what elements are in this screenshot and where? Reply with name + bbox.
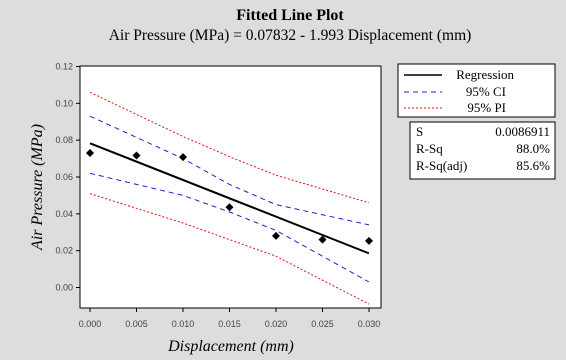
- y-tick-label: 0.00: [55, 283, 73, 293]
- stat-label-rsq: R-Sq: [416, 141, 443, 156]
- x-tick-label: 0.020: [265, 319, 288, 329]
- data-point: [179, 153, 187, 162]
- y-axis-label: Air Pressure (MPa): [29, 124, 46, 251]
- data-point: [132, 151, 141, 160]
- data-point: [225, 203, 234, 212]
- pi-upper-line: [89, 91, 370, 204]
- y-tick-label: 0.06: [55, 172, 73, 182]
- legend-label-regression: Regression: [456, 67, 514, 82]
- x-axis-label: Displacement (mm): [167, 338, 294, 355]
- y-tick-label: 0.10: [55, 98, 73, 108]
- legend-label-ci: 95% CI: [466, 84, 506, 99]
- x-tick-label: 0.025: [311, 319, 334, 329]
- y-tick-label: 0.02: [55, 246, 73, 256]
- legend: Regression 95% CI 95% PI: [397, 63, 556, 118]
- stat-label-s: S: [416, 124, 423, 139]
- x-tick-label: 0.000: [79, 319, 102, 329]
- interval-bands: [89, 91, 370, 305]
- ci-lower-line: [89, 172, 370, 283]
- stats-box: [409, 121, 556, 180]
- ci-upper-line: [89, 115, 370, 226]
- y-tick-label: 0.08: [55, 135, 73, 145]
- y-axis: 0.00 0.02 0.04 0.06 0.08 0.10 0.12: [55, 62, 80, 293]
- x-tick-label: 0.015: [218, 319, 241, 329]
- data-point: [86, 149, 94, 158]
- x-tick-label: 0.010: [172, 319, 195, 329]
- chart-subtitle: Air Pressure (MPa) = 0.07832 - 1.993 Dis…: [109, 27, 472, 44]
- stat-label-rsq-adj: R-Sq(adj): [416, 158, 467, 173]
- data-point: [365, 236, 373, 245]
- stats-table: S 0.0086911 R-Sq 88.0% R-Sq(adj) 85.6%: [409, 121, 556, 180]
- regression-line: [89, 142, 370, 255]
- y-tick-label: 0.04: [55, 209, 73, 219]
- plot-area: [79, 65, 382, 309]
- x-tick-label: 0.030: [358, 319, 381, 329]
- pi-lower-line: [89, 193, 370, 305]
- x-tick-label: 0.005: [125, 319, 148, 329]
- data-point: [318, 235, 327, 244]
- stat-value-rsq: 88.0%: [516, 141, 550, 156]
- x-axis: 0.000 0.005 0.010 0.015 0.020 0.025 0.030: [79, 308, 381, 329]
- legend-label-pi: 95% PI: [467, 100, 506, 115]
- data-point: [272, 231, 280, 240]
- chart-title: Fitted Line Plot: [236, 7, 344, 24]
- stat-value-s: 0.0086911: [495, 124, 550, 139]
- data-points: [86, 149, 373, 245]
- y-tick-label: 0.12: [55, 62, 73, 72]
- stat-value-rsq-adj: 85.6%: [516, 158, 550, 173]
